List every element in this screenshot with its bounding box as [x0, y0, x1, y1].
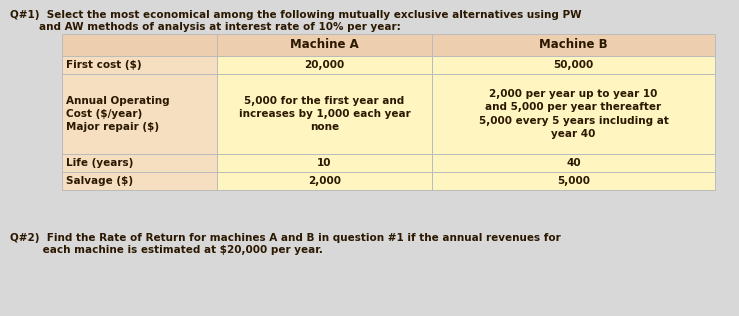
- Text: Machine A: Machine A: [290, 39, 359, 52]
- Text: 20,000: 20,000: [304, 60, 344, 70]
- Bar: [217, 56, 432, 74]
- Bar: [432, 34, 715, 56]
- Text: Machine B: Machine B: [539, 39, 607, 52]
- Bar: [217, 74, 432, 154]
- Bar: [62, 154, 217, 172]
- Bar: [62, 74, 217, 154]
- Text: First cost ($): First cost ($): [66, 60, 142, 70]
- Bar: [62, 56, 217, 74]
- Bar: [432, 154, 715, 172]
- Text: 40: 40: [566, 158, 581, 168]
- Text: 2,000: 2,000: [308, 176, 341, 186]
- Text: Q#2)  Find the Rate of Return for machines A and B in question #1 if the annual : Q#2) Find the Rate of Return for machine…: [10, 233, 561, 243]
- Bar: [62, 172, 217, 190]
- Bar: [217, 154, 432, 172]
- Bar: [432, 172, 715, 190]
- Text: 10: 10: [317, 158, 332, 168]
- Bar: [217, 172, 432, 190]
- Text: 2,000 per year up to year 10
and 5,000 per year thereafter
5,000 every 5 years i: 2,000 per year up to year 10 and 5,000 p…: [479, 89, 669, 139]
- Text: 5,000 for the first year and
increases by 1,000 each year
none: 5,000 for the first year and increases b…: [239, 96, 410, 132]
- Text: 5,000: 5,000: [557, 176, 590, 186]
- Text: Annual Operating
Cost ($/year)
Major repair ($): Annual Operating Cost ($/year) Major rep…: [66, 96, 170, 132]
- Text: and AW methods of analysis at interest rate of 10% per year:: and AW methods of analysis at interest r…: [10, 22, 401, 32]
- Text: Q#1)  Select the most economical among the following mutually exclusive alternat: Q#1) Select the most economical among th…: [10, 10, 582, 20]
- Text: 50,000: 50,000: [554, 60, 593, 70]
- Bar: [62, 34, 217, 56]
- Text: Life (years): Life (years): [66, 158, 133, 168]
- Text: Salvage ($): Salvage ($): [66, 176, 133, 186]
- Text: each machine is estimated at $20,000 per year.: each machine is estimated at $20,000 per…: [10, 245, 323, 255]
- Bar: [432, 56, 715, 74]
- Bar: [432, 74, 715, 154]
- Bar: [217, 34, 432, 56]
